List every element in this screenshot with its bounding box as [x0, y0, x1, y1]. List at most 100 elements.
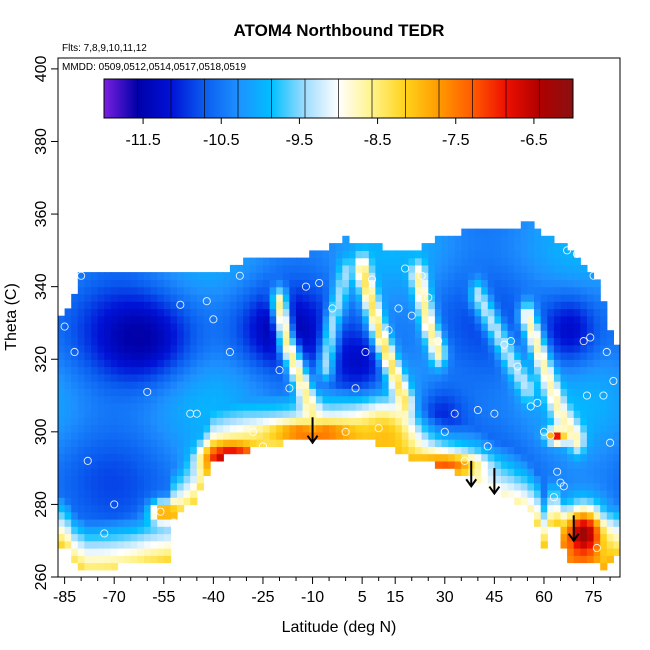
heatmap-cell: [157, 482, 165, 491]
heatmap-cell: [514, 489, 522, 498]
heatmap-cell: [494, 322, 502, 331]
heatmap-cell: [117, 417, 125, 426]
sample-point: [394, 304, 403, 313]
heatmap-cell: [71, 322, 79, 331]
heatmap-cell: [534, 286, 542, 295]
heatmap-cell: [421, 257, 429, 266]
heatmap-cell: [547, 257, 555, 266]
heatmap-cell: [487, 308, 495, 317]
heatmap-cell: [586, 344, 595, 353]
heatmap-cell: [501, 424, 509, 433]
heatmap-cell: [157, 359, 165, 368]
heatmap-cell: [150, 366, 158, 375]
heatmap-cell: [190, 446, 198, 455]
heatmap-cell: [163, 504, 171, 513]
heatmap-cell: [91, 308, 99, 317]
heatmap-cell: [567, 460, 575, 469]
sample-point: [440, 427, 449, 436]
heatmap-cell: [302, 381, 310, 389]
heatmap-cell: [58, 489, 66, 498]
heatmap-cell: [97, 337, 105, 346]
heatmap-cell: [382, 417, 390, 426]
heatmap-cell: [520, 279, 528, 288]
heatmap-cell: [567, 504, 575, 513]
heatmap-cell: [236, 402, 244, 411]
heatmap-cell: [441, 301, 449, 310]
heatmap-cell: [77, 337, 85, 346]
heatmap-cell: [606, 330, 614, 339]
heatmap-cell: [408, 424, 416, 433]
sample-point: [582, 391, 591, 400]
heatmap-cell: [144, 395, 152, 404]
heatmap-cell: [329, 402, 337, 411]
heatmap-cell: [580, 533, 588, 542]
heatmap-cell: [375, 352, 383, 360]
heatmap-cell: [229, 272, 238, 280]
heatmap-cell: [454, 301, 462, 310]
heatmap-cell: [183, 352, 191, 360]
heatmap-cell: [124, 518, 132, 527]
heatmap-cell: [573, 540, 581, 549]
heatmap-cell: [395, 264, 403, 273]
heatmap-cell: [282, 286, 290, 295]
heatmap-cell: [150, 497, 158, 506]
heatmap-cell: [269, 439, 277, 447]
heatmap-cell: [216, 373, 224, 382]
heatmap-cell: [97, 504, 105, 513]
heatmap-cell: [236, 431, 244, 440]
heatmap-cell: [216, 388, 224, 397]
heatmap-cell: [157, 497, 165, 506]
heatmap-cell: [296, 431, 304, 440]
heatmap-cell: [415, 410, 423, 418]
heatmap-cell: [58, 533, 66, 542]
heatmap-cell: [415, 264, 423, 273]
heatmap-cell: [467, 322, 476, 331]
heatmap-cell: [573, 315, 581, 324]
heatmap-cell: [527, 315, 535, 324]
heatmap-cell: [487, 279, 495, 288]
heatmap-cell: [600, 504, 608, 513]
heatmap-cell: [580, 381, 588, 389]
heatmap-cell: [534, 511, 542, 520]
heatmap-cell: [375, 366, 383, 375]
heatmap-cell: [329, 424, 337, 433]
heatmap-cell: [507, 272, 515, 280]
heatmap-cell: [362, 301, 370, 310]
heatmap-cell: [494, 381, 502, 389]
heatmap-cell: [428, 337, 436, 346]
x-tick-label: -25: [251, 589, 274, 606]
heatmap-cell: [467, 381, 476, 389]
heatmap-cell: [190, 293, 198, 302]
heatmap-cell: [461, 301, 469, 310]
heatmap-cell: [335, 337, 343, 346]
heatmap-cell: [124, 526, 132, 535]
heatmap-cell: [573, 293, 581, 302]
heatmap-cell: [229, 308, 238, 317]
heatmap-cell: [322, 373, 330, 382]
heatmap-cell: [329, 417, 337, 426]
heatmap-cell: [58, 402, 66, 411]
heatmap-cell: [71, 482, 79, 491]
heatmap-cell: [117, 381, 125, 389]
x-tick-label: 45: [485, 589, 503, 606]
heatmap-cell: [256, 272, 264, 280]
heatmap-cell: [322, 366, 330, 375]
heatmap-cell: [487, 424, 495, 433]
heatmap-cell: [170, 489, 178, 498]
heatmap-cell: [547, 504, 555, 513]
heatmap-cell: [203, 446, 211, 455]
heatmap-cell: [494, 286, 502, 295]
y-tick-label: 320: [33, 346, 50, 373]
heatmap-cell: [276, 395, 284, 404]
heatmap-cell: [315, 402, 324, 411]
heatmap-cell: [448, 279, 456, 288]
heatmap-cell: [567, 424, 575, 433]
y-tick-label: 280: [33, 491, 50, 518]
heatmap-cell: [243, 308, 251, 317]
heatmap-cell: [216, 453, 224, 462]
heatmap-cell: [553, 446, 562, 455]
heatmap-cell: [91, 286, 99, 295]
heatmap-cell: [216, 359, 224, 368]
